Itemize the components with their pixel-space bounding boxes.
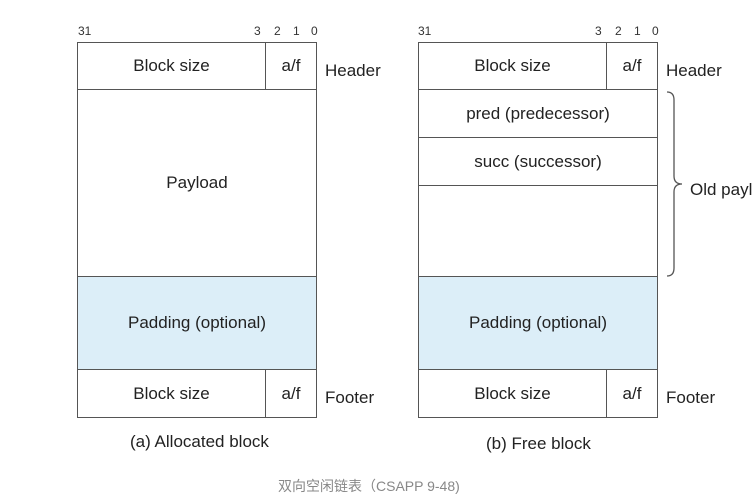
right-brace-icon xyxy=(664,90,686,278)
payload: Payload xyxy=(78,90,316,276)
diagram-caption: (b) Free block xyxy=(486,434,591,454)
figure-footnote: 双向空闲链表（CSAPP 9-48) xyxy=(278,476,460,496)
header-block-size: Block size xyxy=(78,43,265,89)
succ-pointer: succ (successor) xyxy=(419,138,657,185)
bit-label-0: 0 xyxy=(311,24,318,38)
padding-label: Padding (optional) xyxy=(419,277,657,369)
header-alloc-flag: a/f xyxy=(607,43,657,89)
divider xyxy=(418,185,658,186)
bit-label-3: 3 xyxy=(595,24,602,38)
footer-label: Footer xyxy=(666,388,715,408)
bit-label-2: 2 xyxy=(615,24,622,38)
padding-label: Padding (optional) xyxy=(78,277,316,369)
diagram-caption: (a) Allocated block xyxy=(130,432,269,452)
footer-block-size: Block size xyxy=(419,370,606,417)
bit-label-31: 31 xyxy=(78,24,91,38)
bit-label-3: 3 xyxy=(254,24,261,38)
bit-label-1: 1 xyxy=(634,24,641,38)
bit-label-2: 2 xyxy=(274,24,281,38)
old-payload-label: Old payl xyxy=(690,180,752,200)
header-label: Header xyxy=(325,61,381,81)
bit-label-1: 1 xyxy=(293,24,300,38)
header-label: Header xyxy=(666,61,722,81)
footer-alloc-flag: a/f xyxy=(607,370,657,417)
bit-label-31: 31 xyxy=(418,24,431,38)
header-alloc-flag: a/f xyxy=(266,43,316,89)
footer-alloc-flag: a/f xyxy=(266,370,316,417)
footer-block-size: Block size xyxy=(78,370,265,417)
footer-label: Footer xyxy=(325,388,374,408)
pred-pointer: pred (predecessor) xyxy=(419,90,657,137)
header-block-size: Block size xyxy=(419,43,606,89)
bit-label-0: 0 xyxy=(652,24,659,38)
